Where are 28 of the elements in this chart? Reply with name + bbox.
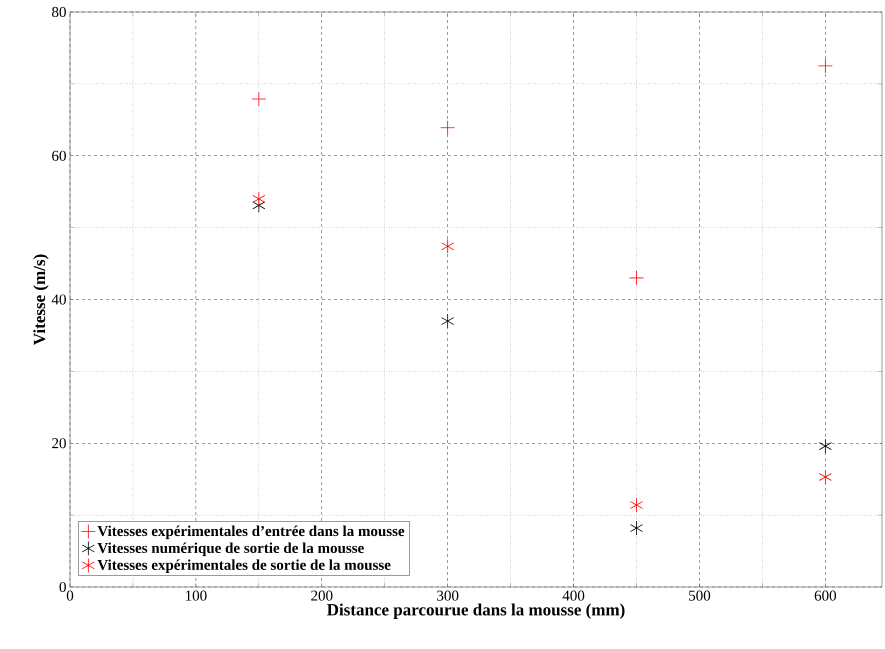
x-tick-label: 0 (66, 590, 74, 601)
point (441, 238, 454, 254)
point (252, 191, 266, 206)
legend-label: Vitesses expérimentales de sortie de la mousse (97, 559, 390, 573)
point (629, 270, 644, 286)
y-tick-label: 20 (52, 438, 66, 448)
y-tick-label: 80 (52, 6, 66, 18)
point (818, 58, 833, 74)
y-axis-title: Vitesse (m/s) (33, 254, 49, 346)
point (630, 520, 643, 536)
point (440, 120, 456, 136)
x-tick-label: 200 (311, 590, 332, 601)
y-tick-label: 40 (52, 294, 66, 305)
point (630, 498, 643, 512)
x-tick-label: 400 (562, 590, 584, 601)
x-tick-label: 600 (814, 590, 836, 601)
legend-label: Vitesses expérimentales d’entrée dans la mousse (97, 526, 404, 540)
y-tick-label: 0 (60, 582, 66, 592)
y-tick-label: 60 (52, 150, 66, 161)
x-axis-title: Distance parcourue dans la mousse (mm) (327, 604, 625, 619)
point (818, 438, 832, 454)
legend-label: Vitesses numérique de sortie de la mousse (97, 542, 364, 556)
point (818, 470, 832, 484)
x-tick-label: 100 (186, 590, 207, 601)
x-tick-label: 500 (689, 590, 710, 601)
point (251, 92, 266, 106)
point (441, 314, 454, 328)
x-tick-label: 300 (437, 590, 458, 601)
